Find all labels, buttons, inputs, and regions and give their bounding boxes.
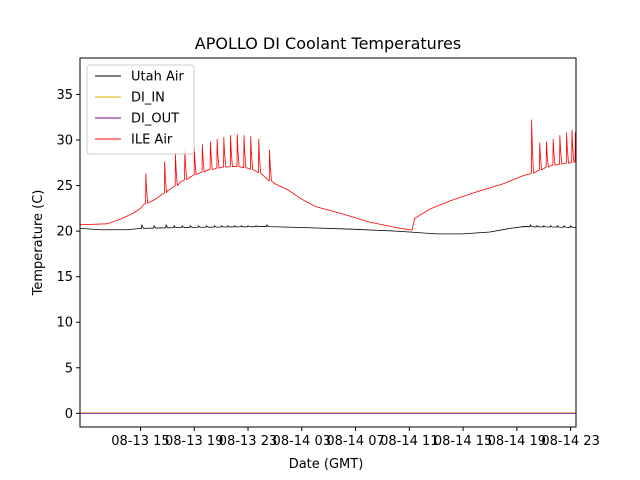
- x-tick-label: 08-14 11: [380, 434, 438, 449]
- x-tick-label: 08-13 19: [165, 434, 223, 449]
- legend: Utah Air DI_IN DI_OUT ILE Air: [86, 64, 195, 155]
- legend-label-di-in: DI_IN: [131, 91, 165, 106]
- y-tick-label: 25: [56, 179, 73, 194]
- y-tick-label: 15: [56, 270, 73, 285]
- y-tick-label: 0: [65, 407, 73, 422]
- legend-label-utah-air: Utah Air: [131, 70, 184, 85]
- legend-label-ile-air: ILE Air: [131, 133, 173, 148]
- x-tick-label: 08-14 15: [434, 434, 492, 449]
- legend-box: [86, 64, 195, 155]
- y-axis-label: Temperature (C): [31, 190, 46, 297]
- series-line-utah-air: [80, 224, 576, 235]
- plot-frame: [79, 57, 577, 428]
- x-tick-label: 08-13 15: [111, 434, 169, 449]
- series-layer: [80, 119, 576, 414]
- x-axis-label: Date (GMT): [289, 457, 364, 472]
- y-tick-label: 20: [56, 225, 73, 240]
- x-tick-label: 08-13 23: [219, 434, 277, 449]
- x-tick-label: 08-14 19: [488, 434, 546, 449]
- chart-title: APOLLO DI Coolant Temperatures: [195, 34, 461, 53]
- y-tick-label: 5: [65, 361, 73, 376]
- y-tick-label: 30: [56, 134, 73, 149]
- x-tick-label: 08-14 23: [541, 434, 599, 449]
- x-tick-label: 08-14 07: [326, 434, 384, 449]
- legend-label-di-out: DI_OUT: [131, 112, 179, 127]
- series-line-ile-air: [80, 119, 576, 231]
- y-tick-label: 10: [56, 316, 73, 331]
- x-tick-label: 08-14 03: [273, 434, 331, 449]
- y-tick-label: 35: [56, 88, 73, 103]
- y-axis: 0 5 10 15 20 25 30 35: [56, 88, 80, 422]
